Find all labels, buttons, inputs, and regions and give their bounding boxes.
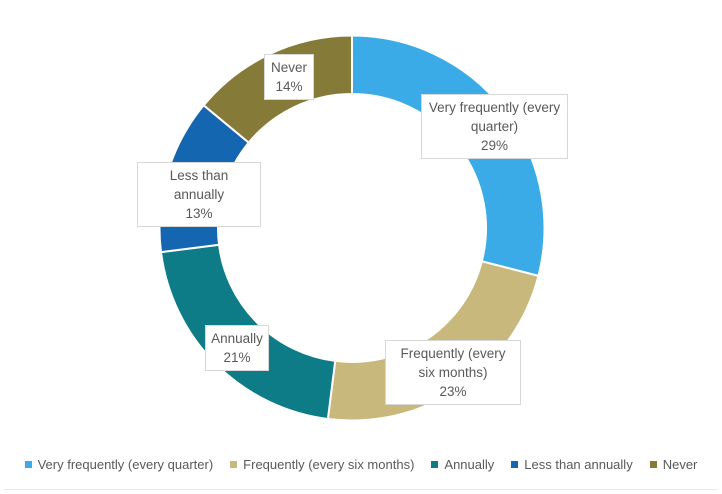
data-label-less-than-annually: Less than annually 13%	[137, 162, 261, 227]
data-label-very-frequently: Very frequently (every quarter) 29%	[421, 94, 568, 159]
data-label-category: Frequently (every six months)	[400, 346, 506, 380]
data-label-frequently: Frequently (every six months) 23%	[385, 340, 521, 405]
data-label-category: Less than annually	[169, 168, 229, 202]
data-label-annually: Annually 21%	[205, 325, 269, 371]
legend-label: Very frequently (every quarter)	[37, 457, 214, 472]
legend-item-less-than-annually: Less than annually	[511, 457, 633, 472]
data-label-percent: 13%	[185, 206, 213, 221]
legend-label: Less than annually	[524, 457, 633, 472]
legend-swatch-icon	[431, 461, 439, 468]
data-label-category: Annually	[211, 331, 263, 346]
data-label-never: Never 14%	[264, 54, 314, 100]
legend: Very frequently (every quarter) Frequent…	[0, 457, 722, 472]
legend-item-frequently: Frequently (every six months)	[230, 457, 414, 472]
legend-item-very-frequently: Very frequently (every quarter)	[24, 457, 214, 472]
data-label-category: Never	[270, 60, 307, 75]
legend-label: Annually	[444, 457, 495, 472]
data-label-percent: 23%	[439, 384, 467, 399]
legend-swatch-icon	[230, 461, 238, 468]
data-label-percent: 14%	[275, 79, 303, 94]
legend-label: Never	[662, 457, 698, 472]
data-label-percent: 29%	[480, 138, 509, 153]
data-label-percent: 21%	[223, 350, 251, 365]
legend-item-annually: Annually	[431, 457, 494, 472]
bottom-divider	[4, 489, 718, 490]
data-label-category: Very frequently (every quarter)	[428, 100, 561, 134]
legend-item-never: Never	[649, 457, 698, 472]
legend-swatch-icon	[24, 461, 32, 468]
legend-swatch-icon	[511, 461, 519, 468]
legend-label: Frequently (every six months)	[243, 457, 415, 472]
legend-swatch-icon	[649, 461, 657, 468]
